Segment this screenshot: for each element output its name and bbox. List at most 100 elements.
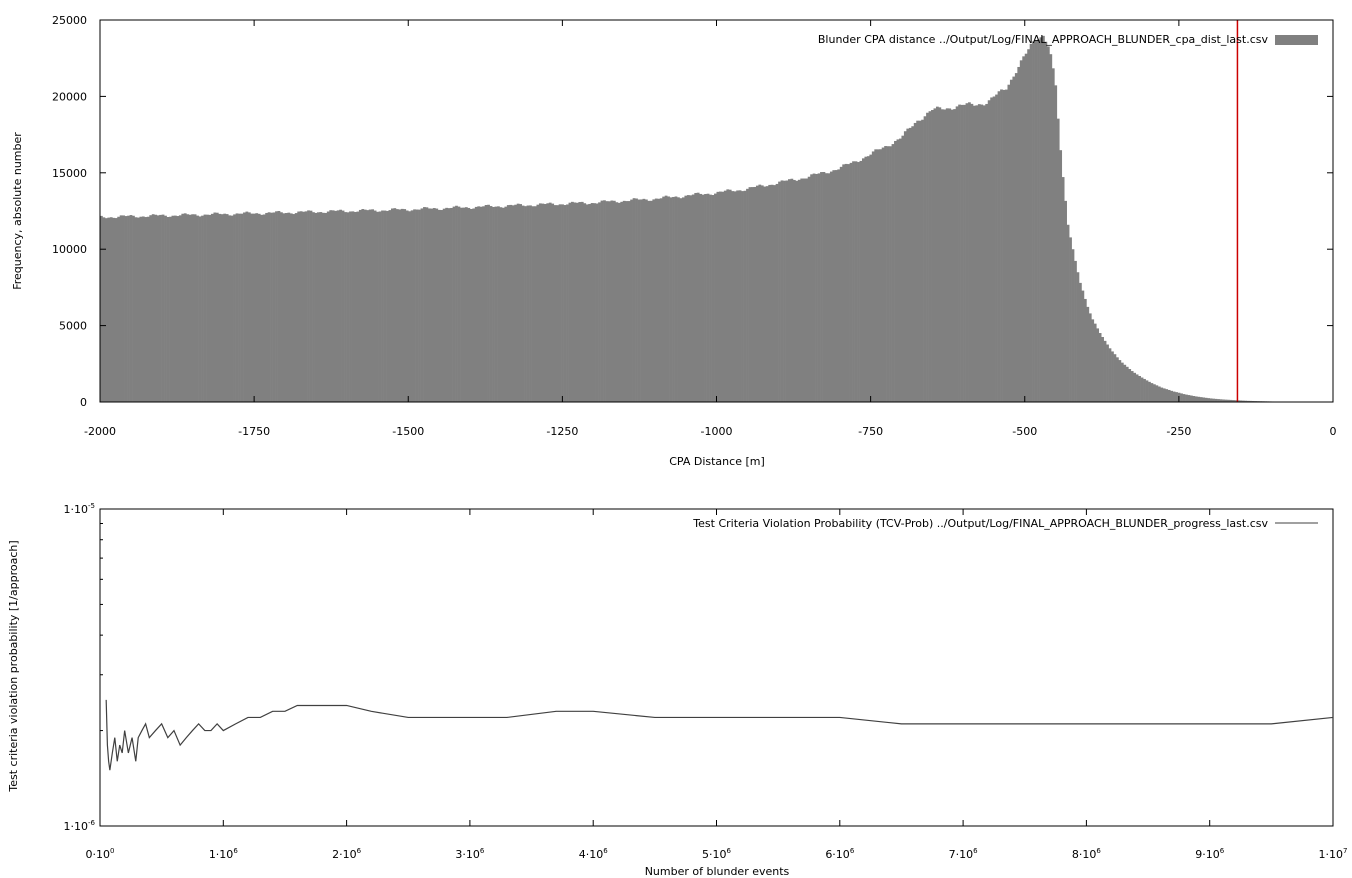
histogram-bar (218, 213, 222, 402)
histogram-bar (921, 119, 924, 402)
histogram-bar (425, 207, 429, 402)
histogram-bar (173, 215, 177, 402)
histogram-bar (139, 216, 143, 402)
histogram-bar (1226, 399, 1230, 402)
histogram-bar (294, 213, 298, 402)
histogram-bar (573, 202, 577, 402)
histogram-bar (931, 110, 934, 402)
histogram-bar (955, 106, 959, 403)
histogram-bar (1002, 89, 1006, 402)
histogram-bar (178, 215, 182, 402)
x-tick-label: -1750 (238, 425, 270, 438)
histogram-bar (551, 203, 555, 402)
histogram-bar (146, 216, 150, 402)
histogram-bar (632, 198, 636, 402)
histogram-bar (659, 198, 663, 402)
x-tick-label: 6·106 (825, 847, 855, 861)
histogram-bar (514, 204, 518, 402)
histogram-bar (953, 109, 957, 402)
histogram-bar (272, 212, 276, 402)
histogram-bar (711, 195, 715, 402)
histogram-bar (1170, 390, 1174, 402)
histogram-bar (1051, 68, 1055, 402)
histogram-bar (805, 178, 809, 402)
histogram-bar (600, 200, 604, 402)
histogram-bar (531, 206, 535, 402)
histogram-bar (329, 210, 333, 402)
histogram-bar (400, 208, 404, 402)
histogram-bar (1157, 386, 1161, 402)
histogram-bar (129, 215, 133, 402)
histogram-bar (1133, 372, 1137, 402)
histogram-bar (950, 109, 954, 402)
histogram-bar (511, 205, 515, 402)
histogram-bar (691, 194, 695, 402)
x-tick-label: 3·106 (455, 847, 485, 861)
histogram-bar (1187, 395, 1191, 402)
histogram-bar (908, 127, 912, 402)
histogram-bar (795, 180, 799, 402)
histogram-bar (440, 210, 444, 402)
histogram-bar (181, 213, 185, 402)
histogram-bar (859, 160, 863, 402)
histogram-bar (506, 205, 510, 402)
histogram-bar (642, 198, 646, 402)
histogram-bar (948, 108, 952, 402)
histogram-bar (1148, 381, 1151, 402)
histogram-bar (812, 173, 816, 402)
histogram-bar (906, 128, 910, 402)
histogram-bar (945, 108, 949, 402)
histogram-bar (262, 214, 266, 402)
histogram-bar (861, 158, 865, 402)
histogram-bar (277, 210, 281, 402)
legend-label: Blunder CPA distance ../Output/Log/FINAL… (818, 33, 1269, 46)
histogram-bar (469, 209, 473, 402)
histogram-bar (622, 200, 626, 402)
histogram-bar (457, 206, 461, 402)
histogram-bar (183, 213, 187, 402)
histogram-bar (235, 213, 239, 402)
histogram-bar (1244, 400, 1247, 402)
histogram-bar (644, 199, 648, 402)
histogram-bar (1044, 41, 1048, 403)
histogram-bar (696, 192, 700, 402)
histogram-bar (482, 206, 485, 402)
histogram-bar (810, 174, 813, 402)
histogram-bar (928, 111, 932, 402)
histogram-bar (768, 184, 772, 402)
histogram-bar (344, 212, 347, 402)
histogram-bar (437, 209, 441, 402)
histogram-bar (1236, 400, 1240, 402)
x-tick-label: 0 (1330, 425, 1337, 438)
histogram-bar (282, 213, 286, 402)
histogram-bar (317, 212, 320, 402)
histogram-bar (292, 214, 296, 402)
histogram-bar (802, 178, 806, 402)
histogram-bar (568, 202, 572, 402)
histogram-bar (891, 144, 895, 402)
histogram-bar (484, 205, 488, 402)
histogram-bar (132, 215, 135, 402)
histogram-bar (637, 199, 641, 402)
histogram-bar (580, 201, 584, 402)
histogram-bar (250, 213, 254, 402)
histogram-bar (408, 211, 412, 402)
histogram-bar (738, 190, 742, 402)
histogram-bar (558, 204, 562, 402)
histogram-bar (1007, 84, 1011, 402)
histogram-bar (699, 193, 703, 402)
x-axis-label: Number of blunder events (645, 865, 790, 878)
histogram-bar (393, 208, 397, 402)
histogram-bar (982, 105, 986, 402)
histogram-bar (109, 217, 113, 402)
histogram-bar (575, 202, 579, 402)
histogram-bar (159, 214, 162, 402)
histogram-bar (100, 215, 103, 402)
histogram-bar (1135, 374, 1139, 402)
histogram-bar (346, 212, 350, 402)
histogram-bar (778, 181, 781, 402)
histogram-bar (324, 212, 328, 402)
histogram-bar (519, 204, 522, 402)
histogram-bar (726, 189, 730, 402)
histogram-bar (1160, 387, 1164, 402)
